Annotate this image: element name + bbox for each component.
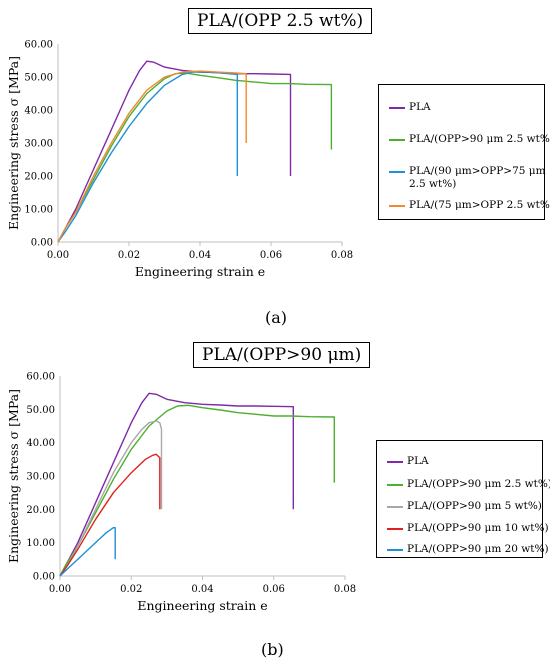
y-tick-label: 50.00 (24, 73, 53, 84)
x-tick-label: 0.08 (331, 250, 353, 261)
y-tick-label: 30.00 (26, 472, 55, 483)
y-tick-label: 40.00 (24, 106, 53, 117)
series-line-3 (57, 71, 239, 243)
y-tick-label: 0.00 (33, 572, 55, 583)
x-tick-label: 0.06 (260, 250, 282, 261)
series-line-3 (59, 420, 163, 577)
x-tick-label: 0.04 (191, 584, 213, 595)
legend-swatch (387, 549, 403, 551)
series-line-4 (57, 70, 247, 243)
chart-svg: 0.00 10.00 20.00 30.00 40.00 50.00 60.00 0.00 0.… (6, 372, 356, 614)
x-tick-label: 0.06 (263, 584, 285, 595)
legend-label: PLA/(OPP>90 μm 2.5 wt%) (409, 133, 550, 145)
legend-label: PLA/(OPP>90 μm 2.5 wt%) (407, 478, 550, 490)
legend-swatch (387, 461, 403, 463)
legend: PLA PLA/(OPP>90 μm 2.5 wt%) PLA/(90 μm>OPP… (378, 84, 550, 220)
x-tick-label: 0.00 (47, 250, 69, 261)
series-line-1 (57, 60, 292, 243)
x-tick-label: 0.04 (189, 250, 211, 261)
y-tick-label: 10.00 (24, 205, 53, 216)
chart-panel-a: PLA/(OPP 2.5 wt%) 0.00 10.00 20.00 30.00 40.… (6, 8, 550, 327)
x-axis-label: Engineering strain e (137, 598, 267, 613)
legend-swatch (389, 107, 405, 109)
y-tick-label: 40.00 (26, 438, 55, 449)
y-tick-label: 0.00 (31, 238, 53, 249)
series-line-2 (59, 404, 335, 577)
y-tick-label: 10.00 (26, 538, 55, 549)
x-tick-label: 0.08 (334, 584, 356, 595)
series-line-1 (59, 392, 294, 577)
series-line-5 (59, 526, 116, 577)
legend-label: PLA/(90 μm>OPP>75 μm 2.5 wt%) (409, 165, 546, 190)
y-tick-label: 60.00 (26, 372, 55, 383)
y-tick-label: 20.00 (24, 172, 53, 183)
legend-swatch (389, 205, 405, 207)
y-tick-label: 30.00 (24, 139, 53, 150)
x-tick-label: 0.02 (120, 584, 142, 595)
x-axis-label: Engineering strain e (135, 264, 265, 279)
y-axis-label: Engineering stress σ [MPa] (6, 56, 21, 230)
chart-panel-b: PLA/(OPP>90 μm) 0.00 10.00 20.00 30.00 40.00… (0, 332, 550, 664)
legend-label: PLA/(OPP>90 μm 5 wt%) (407, 500, 542, 512)
y-axis-label: Engineering stress σ [MPa] (6, 389, 21, 563)
legend-label: PLA/(OPP>90 μm 10 wt%) (407, 522, 549, 534)
legend-label: PLA/(75 μm>OPP 2.5 wt%) (409, 199, 550, 211)
x-tick-label: 0.02 (118, 250, 140, 261)
x-tick-label: 0.00 (49, 584, 71, 595)
y-tick-label: 20.00 (26, 505, 55, 516)
y-tick-label: 60.00 (24, 40, 53, 51)
panel-label: (b) (261, 640, 284, 659)
legend-swatch (387, 484, 403, 486)
legend-swatch (387, 506, 403, 508)
chart-svg: 0.00 10.00 20.00 30.00 40.00 50.00 60.00 0.00 0.… (6, 40, 353, 280)
series-line-4 (59, 453, 161, 577)
legend-swatch (389, 139, 405, 141)
legend-label: PLA/(OPP>90 μm 20 wt%) (407, 543, 549, 555)
chart-title: PLA/(OPP>90 μm) (193, 342, 371, 368)
legend: PLA PLA/(OPP>90 μm 2.5 wt%) PLA/(OPP>90 μm… (376, 440, 550, 558)
legend-swatch (387, 528, 403, 530)
legend-swatch (389, 171, 405, 173)
y-tick-label: 50.00 (26, 405, 55, 416)
legend-label: PLA (407, 455, 429, 467)
panel-label: (a) (265, 308, 288, 327)
chart-title: PLA/(OPP 2.5 wt%) (188, 8, 373, 34)
legend-label: PLA (409, 101, 431, 113)
